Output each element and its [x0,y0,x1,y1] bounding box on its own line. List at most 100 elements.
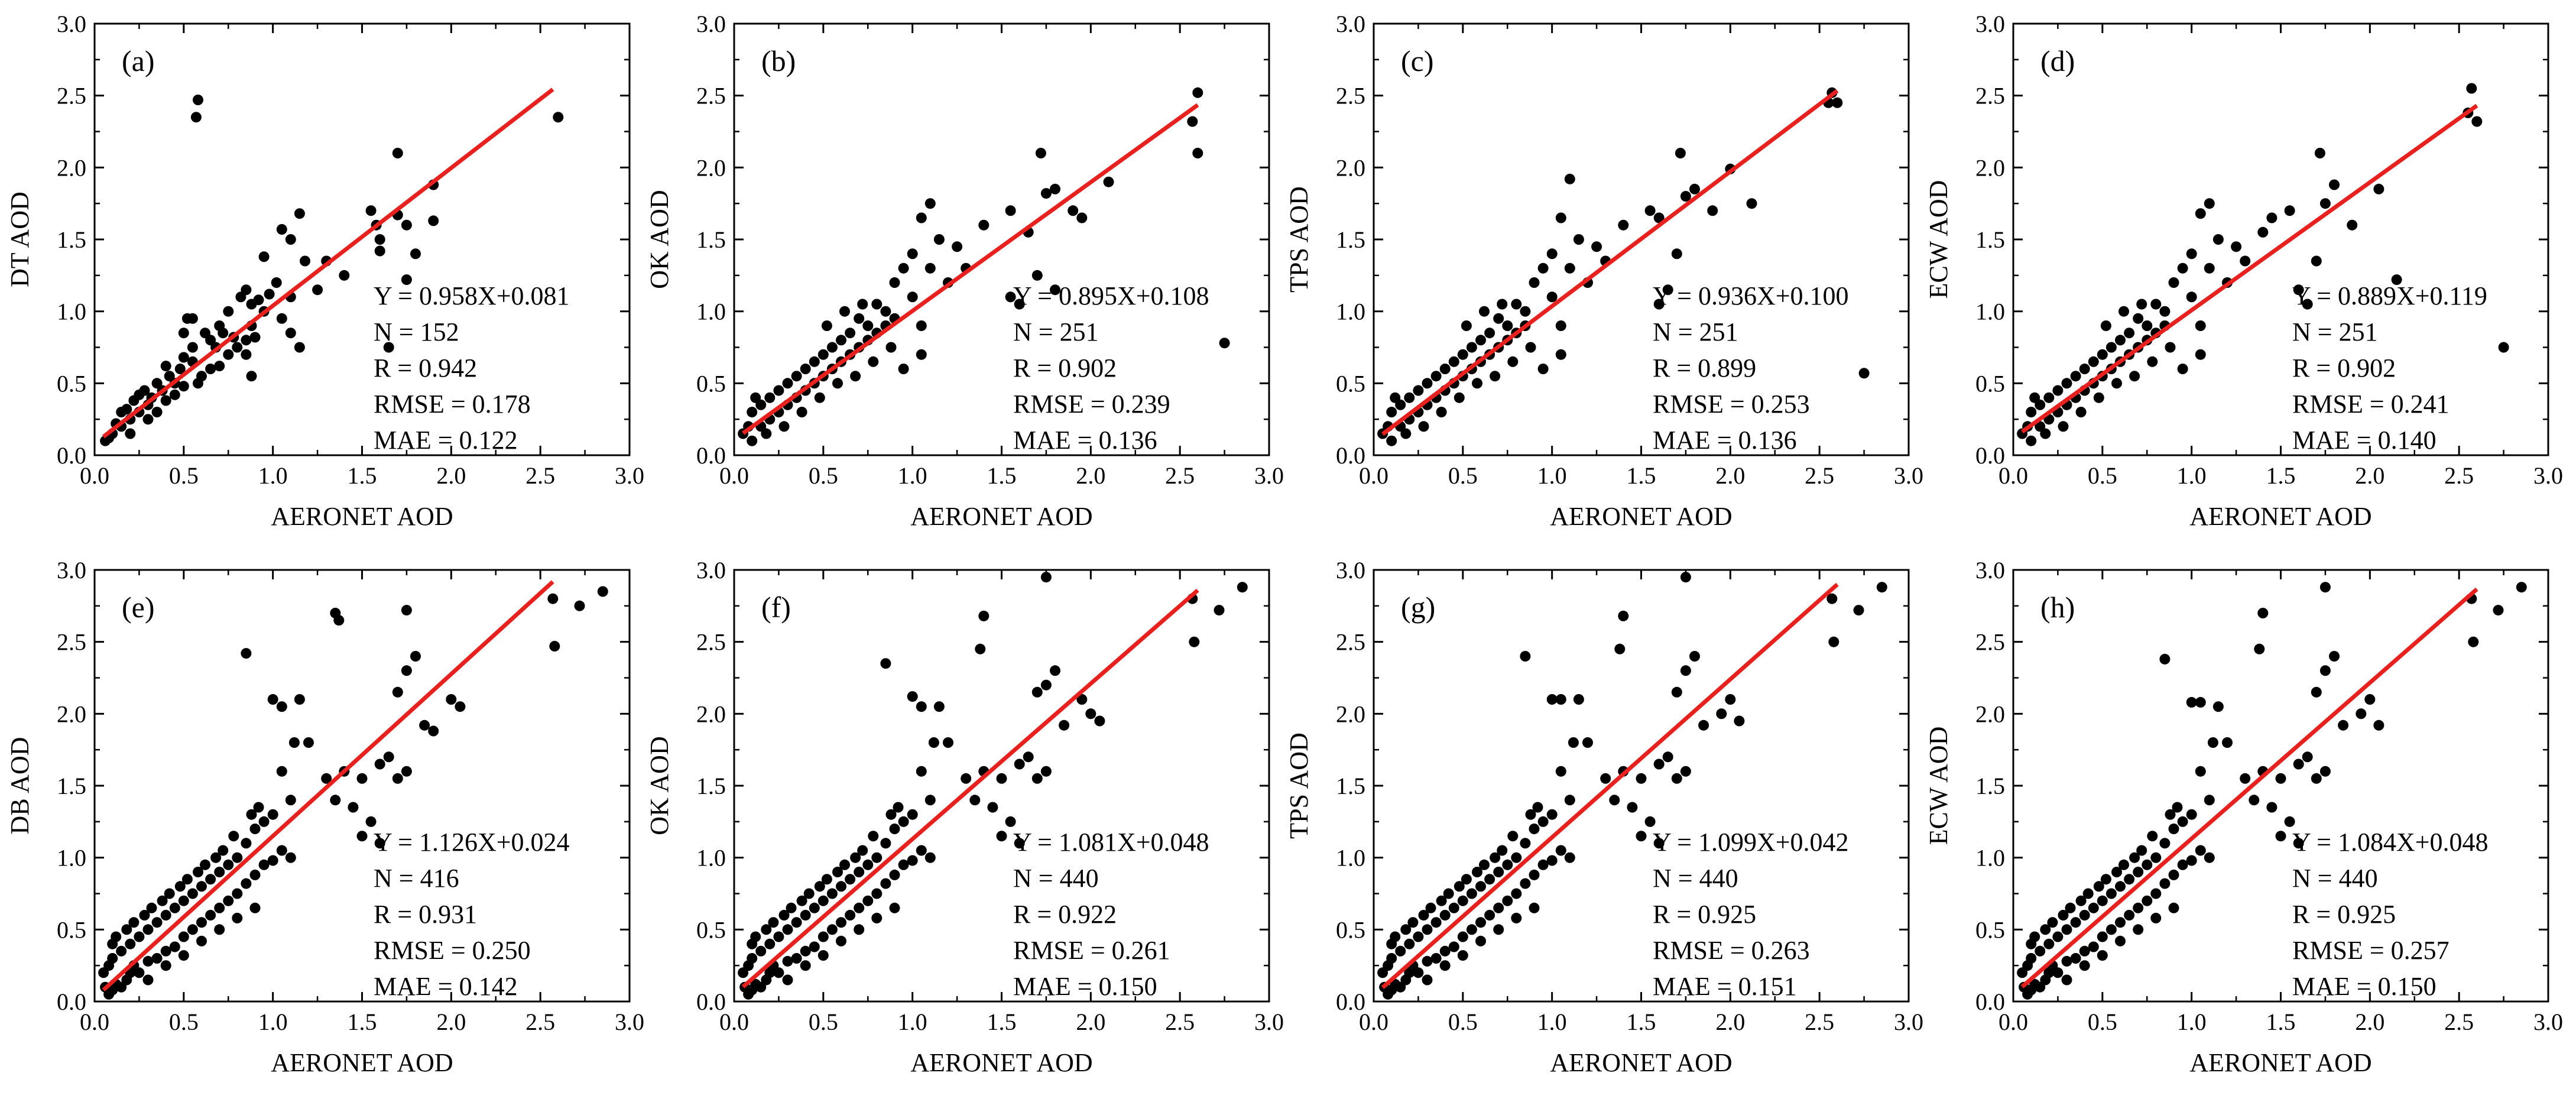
data-point [276,313,287,324]
data-point [2159,878,2171,889]
y-tick-label: 2.5 [1336,83,1365,109]
data-point [232,342,243,353]
y-axis-label: TPS AOD [1284,732,1313,839]
data-point [1430,917,1442,928]
data-point [2466,83,2477,94]
scatter-panel-5: 0.0 0.5 1.0 1.5 2.0 2.5 3.0 0.0 0.5 1.0 1.5 2.0 2.5 3… [5,557,644,1077]
data-point [1472,867,1482,877]
data-point [339,270,350,281]
data-point [1192,87,1203,98]
data-point [151,378,163,389]
data-point [871,912,883,923]
data-point [214,867,225,877]
stats-equation: Y = 1.099X+0.042 [1653,828,1849,857]
data-point [817,895,829,906]
plot-frame [733,22,1270,456]
data-point [1484,910,1495,921]
data-point [916,320,927,331]
data-point [1422,955,1433,967]
data-point [2058,910,2069,921]
data-point [249,902,261,913]
fit-line [742,103,1199,435]
data-point [1529,869,1540,880]
data-point [2035,945,2046,957]
x-tick-label: 2.5 [2444,1009,2474,1035]
data-point [2129,371,2140,382]
data-point [839,306,850,317]
panel-label: (b) [761,44,796,77]
data-point [446,694,457,705]
data-point [348,802,359,813]
data-point [178,381,189,392]
data-point [782,924,793,935]
y-tick-label: 3.0 [57,11,86,37]
data-point [169,389,180,400]
data-point [845,328,856,339]
data-point [2142,859,2153,870]
data-point [300,255,310,267]
stats-mae: MAE = 0.140 [2292,426,2437,455]
data-point [2115,881,2126,892]
x-tick-label: 2.5 [525,1009,555,1035]
data-point [2165,809,2176,820]
data-point [987,802,998,813]
data-point [1689,183,1700,195]
data-point [1400,428,1412,439]
stats-r: R = 0.922 [1013,900,1117,929]
data-point [1564,262,1575,274]
scatter-panel-1: 0.0 0.5 1.0 1.5 2.0 2.5 3.0 0.0 0.5 1.0 1.5 2.0 2.5 3… [5,11,644,531]
data-point [2097,950,2108,961]
data-point [2204,795,2215,806]
data-point [1725,694,1736,705]
data-point [2373,719,2384,731]
data-point [2100,874,2111,885]
data-point [116,945,127,957]
data-point [1475,881,1486,892]
data-point [330,795,341,806]
data-point [2142,320,2153,331]
data-point [2043,392,2055,403]
data-point [401,274,412,286]
data-point [401,219,412,231]
data-point [796,895,807,906]
stats-equation: Y = 1.081X+0.048 [1013,828,1209,857]
x-tick-label: 0.0 [719,462,749,489]
data-point [2195,320,2206,331]
data-point [597,586,608,597]
data-point [1520,306,1531,317]
data-point [241,349,252,360]
data-point [1439,960,1451,971]
x-tick-label: 0.5 [169,462,199,489]
data-point [2133,924,2144,935]
data-point [365,205,377,216]
data-point [410,248,421,260]
data-point [1031,270,1043,281]
data-point [1716,708,1727,719]
data-point [768,917,779,928]
data-point [1422,924,1433,935]
data-point [2159,838,2171,849]
data-point [121,924,132,935]
data-point [246,809,257,820]
y-tick-label: 2.0 [1336,154,1365,181]
data-point [857,845,868,856]
x-tick-label: 3.0 [2533,1009,2563,1035]
data-point [1192,148,1203,158]
data-point [2133,313,2144,324]
data-point [285,795,296,806]
data-point [2204,852,2215,863]
data-point [2284,816,2295,827]
data-point [2075,407,2087,417]
data-point [907,855,918,866]
stats-r: R = 0.942 [374,354,477,383]
data-point [214,924,225,935]
data-point [333,615,345,626]
data-point [2231,241,2242,252]
y-tick-label: 1.0 [57,299,86,325]
data-point [164,888,175,899]
data-point [1448,902,1459,913]
data-point [2204,198,2215,209]
data-point [1472,378,1482,389]
data-point [241,838,252,849]
data-point [187,924,198,935]
